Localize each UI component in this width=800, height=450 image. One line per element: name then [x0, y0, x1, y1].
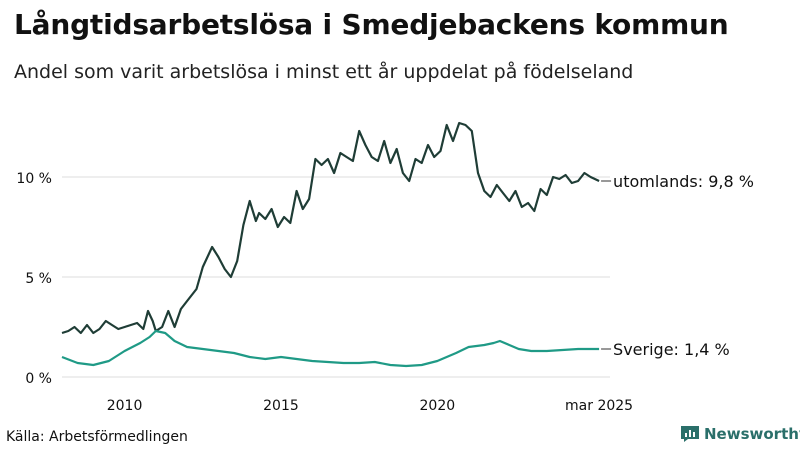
brand-name: Newsworthy: [704, 425, 800, 443]
chart-subtitle: Andel som varit arbetslösa i minst ett å…: [14, 61, 634, 83]
x-tick-label: 2020: [420, 398, 456, 414]
series-line-utomlands: [61, 121, 600, 335]
y-tick-label: 10 %: [16, 171, 52, 187]
label-layer: 0 % 5 % 10 % 2010 2015 2020 mar 2025 utomlands:…: [16, 171, 754, 414]
brand-logo: Newsworthy: [680, 425, 800, 443]
x-tick-label: 2015: [263, 398, 299, 414]
source-note: Källa: Arbetsförmedlingen: [6, 429, 188, 445]
chart-title: Långtidsarbetslösa i Smedjebackens kommu…: [14, 8, 729, 41]
x-tick-label: 2010: [107, 398, 143, 414]
series-end-label: Sverige: 1,4 %: [613, 340, 730, 359]
x-tick-label: mar 2025: [565, 398, 633, 414]
chart-bar-icon: [681, 426, 699, 442]
grid-layer: [62, 176, 610, 378]
series-end-label: utomlands: 9,8 %: [613, 172, 754, 191]
y-tick-label: 5 %: [25, 271, 52, 287]
series-line-sverige: [61, 329, 600, 368]
series-layer: [61, 121, 600, 368]
y-tick-label: 0 %: [25, 371, 52, 387]
